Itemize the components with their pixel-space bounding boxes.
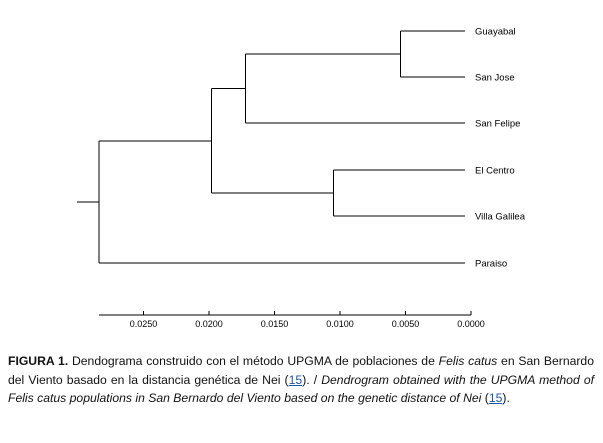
leaf-label: San Jose	[475, 73, 515, 84]
caption-text: ). /	[302, 372, 322, 387]
x-tick-label: 0.0250	[130, 319, 158, 329]
x-tick-label: 0.0050	[392, 319, 420, 329]
caption-text: en San Bernardo del Viento basado en la …	[8, 354, 594, 387]
caption-text: ).	[502, 391, 510, 405]
caption-text: Dendograma construido con el método UPGM…	[68, 354, 439, 368]
leaf-label: Villa Galilea	[475, 212, 526, 223]
leaf-label: Paraiso	[475, 259, 507, 270]
caption-species: Felis catus	[438, 354, 498, 368]
x-tick-label: 0.0200	[195, 319, 223, 329]
x-tick-label: 0.0150	[261, 319, 289, 329]
reference-link[interactable]: 15	[288, 372, 303, 387]
leaf-label: Guayabal	[475, 27, 516, 38]
leaf-label: El Centro	[475, 166, 515, 177]
reference-link[interactable]: 15	[488, 391, 503, 405]
caption-english: Dendrogram obtained with the UPGMA metho…	[8, 372, 594, 406]
caption-text: (	[481, 391, 489, 405]
x-tick-label: 0.0000	[457, 319, 485, 329]
leaf-label: San Felipe	[475, 119, 520, 130]
caption-label: FIGURA 1.	[8, 354, 69, 368]
x-tick-label: 0.0100	[326, 319, 354, 329]
figure-caption: FIGURA 1. Dendograma construido con el m…	[8, 352, 594, 408]
dendrogram-chart: Guayabal San Jose San Felipe El Centro Villa…	[77, 27, 526, 329]
